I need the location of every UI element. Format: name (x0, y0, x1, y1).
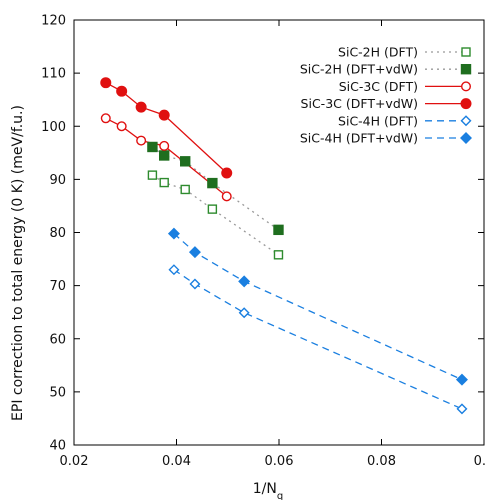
data-point-4 (189, 278, 201, 290)
y-tick-label: 110 (41, 67, 66, 82)
data-point-3 (158, 109, 170, 121)
data-point-5 (188, 246, 201, 259)
x-tick-label: 0.1 (474, 454, 485, 469)
data-point-1 (147, 141, 158, 153)
legend-label: SiC-3C (DFT+vdW) (301, 96, 418, 111)
data-point-3 (100, 77, 112, 89)
data-point-0 (273, 250, 284, 260)
y-tick-label: 70 (49, 279, 66, 294)
legend-marker (460, 98, 472, 110)
data-point-3 (116, 85, 128, 97)
x-axis-label-main: 1/N (253, 481, 277, 497)
legend-label: SiC-2H (DFT+vdW) (300, 62, 418, 77)
legend-label: SiC-4H (DFT+vdW) (300, 131, 418, 146)
y-tick-label: 50 (49, 385, 66, 400)
x-tick-label: 0.04 (162, 454, 191, 469)
data-point-0 (207, 204, 218, 214)
x-tick-label: 0.02 (60, 454, 89, 469)
data-point-0 (159, 177, 169, 188)
data-point-5 (455, 373, 468, 386)
data-point-5 (238, 275, 251, 288)
x-axis-label-sub: q (277, 491, 283, 500)
legend-marker (460, 115, 472, 127)
legend-marker (461, 47, 471, 57)
legend-label: SiC-2H (DFT) (338, 45, 418, 60)
y-tick-label: 120 (41, 14, 66, 29)
data-point-4 (168, 264, 180, 276)
data-point-0 (147, 170, 158, 180)
series-line-4 (173, 269, 463, 410)
plot-area (100, 77, 468, 415)
y-axis-label: EPI correction to total energy (0 K) (me… (10, 105, 26, 421)
data-point-1 (180, 156, 191, 167)
data-point-4 (238, 307, 250, 319)
data-point-3 (221, 167, 233, 179)
x-axis-label: 1/Nq (253, 481, 283, 500)
data-point-2 (159, 140, 170, 151)
legend-label: SiC-3C (DFT) (339, 79, 418, 94)
data-point-2 (100, 113, 111, 124)
data-point-2 (136, 135, 147, 146)
data-point-3 (135, 101, 147, 113)
data-point-2 (116, 121, 127, 132)
y-tick-label: 60 (49, 332, 66, 347)
y-tick-label: 40 (49, 439, 66, 454)
legend-marker (460, 132, 472, 144)
y-tick-label: 100 (41, 120, 66, 135)
data-point-1 (273, 224, 284, 236)
axes: 40 50 60 70 80 90 100 110 120 0.02 0.04 0.06 0.08 0.1 (41, 14, 485, 470)
data-point-2 (221, 191, 232, 202)
series-line-1 (152, 146, 279, 231)
data-point-0 (180, 184, 190, 195)
data-point-4 (456, 403, 468, 415)
legend-marker (460, 63, 472, 75)
y-tick-label: 90 (49, 173, 66, 188)
x-tick-label: 0.06 (265, 454, 294, 469)
legend-label: SiC-4H (DFT) (338, 113, 418, 128)
legend: SiC-2H (DFT) SiC-2H (DFT+vdW) SiC-3C (DFT)… (300, 45, 472, 146)
y-tick-label: 80 (49, 226, 66, 241)
data-point-5 (167, 227, 180, 240)
legend-marker (461, 81, 472, 92)
data-point-1 (207, 177, 218, 189)
series-line-5 (173, 233, 463, 381)
data-point-1 (158, 150, 170, 161)
x-tick-label: 0.08 (367, 454, 396, 469)
